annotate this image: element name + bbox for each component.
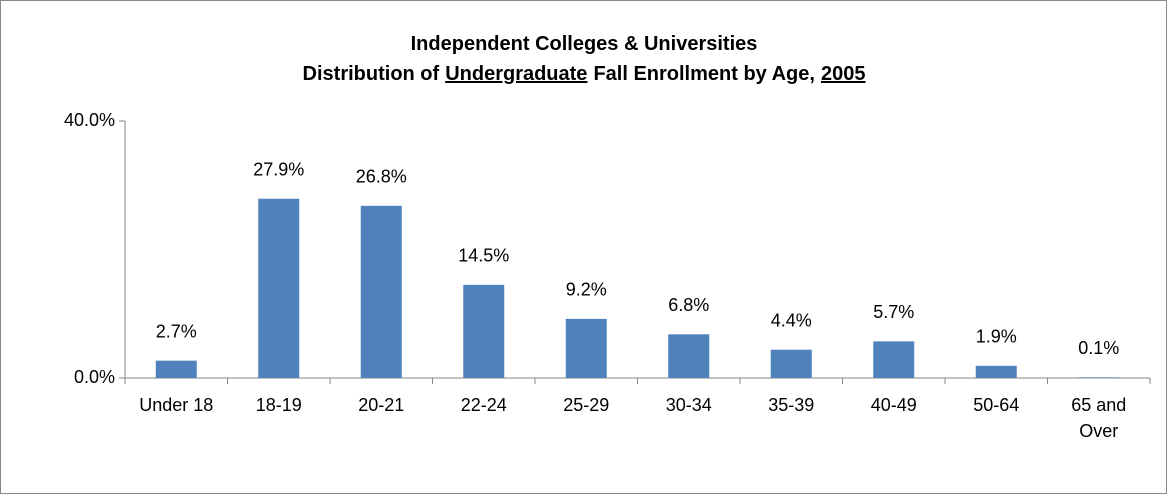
bar	[258, 198, 300, 378]
value-label: 26.8%	[356, 167, 407, 187]
x-tick-label: 65 and Over	[1071, 395, 1127, 441]
y-tick-label: 0.0%	[74, 367, 115, 387]
bar	[155, 360, 197, 378]
value-label: 27.9%	[253, 159, 304, 179]
chart-title: Distribution of Undergraduate Fall Enrollm…	[303, 63, 866, 85]
value-label: 4.4%	[771, 310, 812, 330]
x-tick-label: 30-34	[665, 395, 712, 415]
x-tick-label: 18-19	[255, 395, 302, 415]
value-label: 9.2%	[566, 280, 607, 300]
title-segment: Independent Colleges & Universities	[411, 33, 758, 55]
title-segment: Fall Enrollment by Age,	[593, 63, 815, 85]
bar	[360, 205, 402, 378]
bar	[1078, 377, 1120, 378]
bar	[975, 365, 1017, 378]
x-tick-label: 35-39	[768, 395, 815, 415]
chart-title: Independent Colleges & Universities	[411, 33, 758, 55]
value-label: 0.1%	[1078, 338, 1119, 358]
title-segment: Distribution of	[303, 63, 440, 85]
bar	[668, 334, 710, 378]
value-label: 2.7%	[156, 321, 197, 341]
value-label: 1.9%	[976, 327, 1017, 347]
y-tick-label: 40.0%	[64, 110, 115, 130]
x-tick-label: 22-24	[460, 395, 507, 415]
x-tick-label: Under 18	[139, 395, 214, 415]
value-label: 5.7%	[873, 302, 914, 322]
value-label: 14.5%	[458, 246, 509, 266]
bar	[565, 318, 607, 378]
x-tick-label: 25-29	[563, 395, 610, 415]
x-tick-label: 20-21	[358, 395, 405, 415]
value-label: 6.8%	[668, 295, 709, 315]
bar	[770, 349, 812, 378]
bar	[463, 284, 505, 378]
title-segment: 2005	[821, 63, 866, 85]
title-segment: Undergraduate	[445, 63, 587, 85]
bar	[873, 341, 915, 378]
x-tick-label: 50-64	[973, 395, 1020, 415]
x-tick-label: 40-49	[870, 395, 917, 415]
